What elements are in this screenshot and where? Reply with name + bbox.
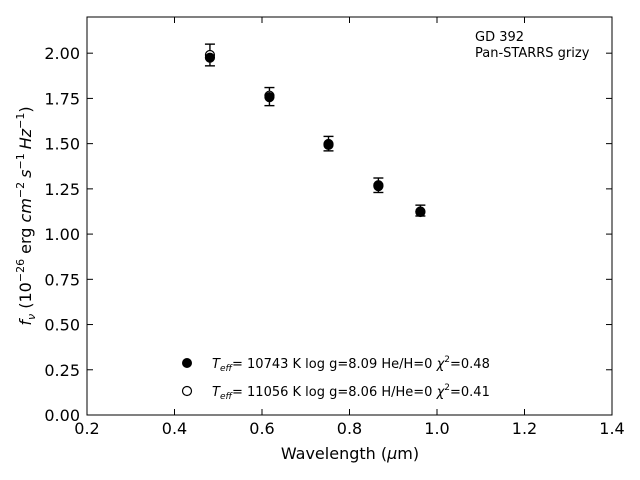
- legend-t: T: [212, 357, 221, 372]
- y-label-close: ): [16, 106, 35, 112]
- point-filled: [415, 206, 426, 218]
- y-tick-label: 1.75: [44, 89, 80, 108]
- x-tick-label: 1.4: [599, 419, 624, 438]
- annotation-survey: Pan-STARRS grizy: [475, 46, 590, 61]
- legend: Teff= 10743 K log g=8.09 He/H=0 χ2=0.48 …: [181, 355, 490, 402]
- y-label-erg: erg: [16, 222, 35, 258]
- point-filled: [323, 139, 334, 151]
- y-label-exp2: −2: [14, 182, 27, 198]
- legend-text: = 11056 K log g=8.06 H/He=0: [232, 385, 437, 400]
- y-label-exp4: −1: [14, 113, 27, 129]
- y-tick-label: 0.50: [44, 316, 80, 335]
- x-tick-label: 1.0: [424, 419, 449, 438]
- x-tick-label: 0.4: [162, 419, 187, 438]
- y-axis-label: fν (10−26 erg cm−2s−1Hz−1): [14, 106, 38, 325]
- legend-chi: χ: [436, 385, 446, 400]
- y-label-nu: ν: [25, 314, 38, 320]
- y-label-s: s: [16, 170, 35, 178]
- annotation-object: GD 392: [475, 30, 524, 45]
- x-tick-labels: 0.2 0.4 0.6 0.8 1.0 1.2 1.4: [74, 419, 624, 438]
- y-tick-label: 1.50: [44, 135, 80, 154]
- legend-chi-exp: 2: [444, 383, 450, 393]
- x-axis-label-unit: m): [397, 444, 419, 463]
- y-tick-label: 2.00: [44, 44, 80, 63]
- legend-t: T: [212, 385, 221, 400]
- y-tick-labels: 0.00 0.25 0.50 0.75 1.00 1.25 1.50 1.75 2.00: [44, 44, 80, 425]
- legend-eff: eff: [220, 392, 234, 402]
- legend-entry-open: Teff= 11056 K log g=8.06 H/He=0 χ2=0.41: [212, 383, 490, 402]
- legend-chi-val: =0.41: [450, 385, 490, 400]
- y-tick-label: 0.25: [44, 361, 80, 380]
- y-tick-label: 1.00: [44, 225, 80, 244]
- legend-eff: eff: [220, 364, 234, 374]
- legend-marker-open: [181, 385, 193, 397]
- legend-chi: χ: [436, 357, 446, 372]
- legend-entry-filled: Teff= 10743 K log g=8.09 He/H=0 χ2=0.48: [212, 355, 490, 374]
- legend-chi-val: =0.48: [450, 357, 490, 372]
- legend-marker-filled: [182, 358, 192, 368]
- legend-text: = 10743 K log g=8.09 He/H=0: [232, 357, 437, 372]
- y-tick-label: 0.00: [44, 406, 80, 425]
- y-label-exp3: −1: [14, 153, 27, 169]
- y-label-open: (10: [16, 282, 35, 314]
- point-filled: [373, 181, 384, 192]
- y-label-f: f: [16, 318, 35, 326]
- x-axis-label-text: Wavelength (: [281, 444, 387, 463]
- y-tick-label: 0.75: [44, 270, 80, 289]
- x-tick-label: 0.2: [74, 419, 99, 438]
- y-label-exp1: −26: [14, 259, 27, 282]
- x-tick-label: 0.8: [337, 419, 362, 438]
- y-label-hz: Hz: [16, 128, 35, 149]
- y-tick-label: 1.25: [44, 180, 80, 199]
- plot-area: [86, 16, 613, 416]
- y-label-cm: cm: [16, 198, 35, 222]
- point-filled: [204, 52, 216, 63]
- data-points: [204, 49, 426, 218]
- x-axis-label: Wavelength (μm): [281, 444, 419, 463]
- legend-chi-exp: 2: [444, 355, 450, 365]
- x-axis-label-mu: μ: [386, 444, 397, 463]
- x-tick-label: 1.2: [512, 419, 537, 438]
- x-tick-label: 0.6: [249, 419, 274, 438]
- point-filled: [264, 92, 275, 103]
- axis-ticks: [86, 17, 613, 416]
